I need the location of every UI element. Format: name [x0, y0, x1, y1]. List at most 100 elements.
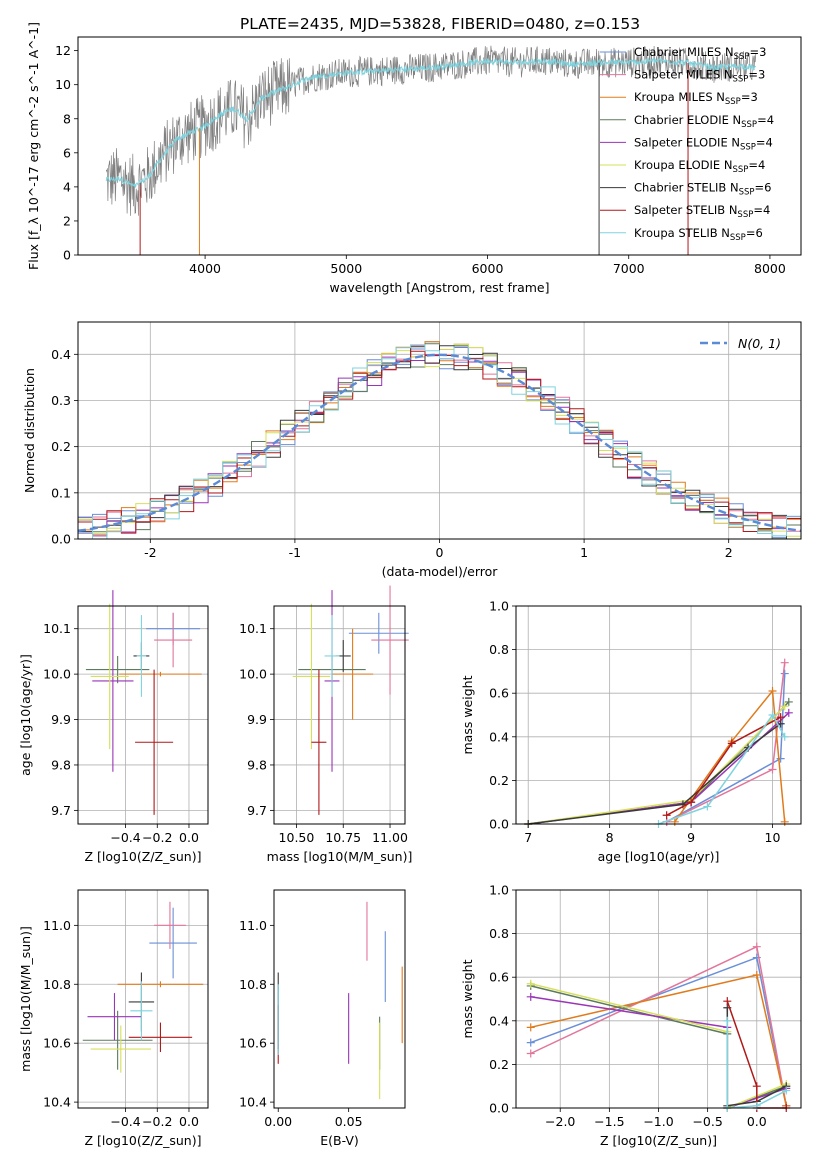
y-tick-label: 8 — [63, 111, 71, 126]
hist-legend-label: N(0, 1) — [738, 336, 781, 351]
y-tick-label: 0.0 — [489, 817, 509, 832]
y-tick-label: 0.4 — [489, 1013, 509, 1028]
x-tick-label: 0.00 — [264, 1114, 292, 1129]
x-tick-label: −0.4 — [110, 1114, 140, 1129]
age-vs-mass-xlabel: mass [log10(M/M_sun)] — [267, 849, 413, 864]
residuals-ylabel: Normed distribution — [22, 368, 37, 493]
x-tick-label: 0.0 — [179, 1114, 199, 1129]
weight-marker — [752, 942, 761, 951]
mass-vs-Z-frame — [77, 889, 209, 1109]
hist-steps — [78, 341, 801, 539]
weight-series — [666, 673, 786, 823]
y-tick-label: 9.9 — [51, 712, 71, 727]
gaussian-curve — [78, 353, 801, 533]
x-tick-label: 10.50 — [279, 830, 315, 845]
y-tick-label: 10.6 — [43, 1036, 71, 1051]
weight-marker — [768, 687, 777, 696]
spectrum-model-line — [105, 56, 757, 188]
age-vs-Z-axes: −0.4 −0.2 0.0 9.7 9.8 9.9 10.0 10.1 — [43, 606, 208, 845]
weight-marker — [662, 811, 671, 820]
x-tick-label: -1 — [289, 545, 301, 560]
weight-vs-age-frame — [515, 605, 802, 825]
mass-vs-ebv-xlabel: E(B-V) — [320, 1133, 359, 1148]
mass-vs-ebv-axes: 0.00 0.05 10.4 10.6 10.8 11.0 — [239, 918, 362, 1129]
y-tick-label: 0.2 — [489, 773, 509, 788]
spectrum-ylabel: Flux [f_λ 10^-17 erg cm^-2 s^-1 A^-1] — [26, 22, 41, 270]
y-tick-label: 10.4 — [239, 1095, 267, 1110]
x-tick-label: 0.0 — [179, 830, 199, 845]
x-tick-label: 8000 — [754, 261, 786, 276]
legend-label: Salpeter ELODIE NSSP=4 — [634, 135, 773, 152]
weight-series — [658, 713, 786, 825]
residuals-xlabel: (data-model)/error — [382, 564, 499, 579]
y-tick-label: 10 — [55, 77, 71, 92]
weight-marker — [703, 802, 712, 811]
weight-vs-Z-frame — [515, 889, 802, 1109]
weight-vs-Z-xlabel: Z [log10(Z/Z_sun)] — [600, 1133, 717, 1148]
weight-marker — [780, 658, 789, 667]
y-tick-label: 10.1 — [43, 621, 71, 636]
weight-marker — [526, 1038, 535, 1047]
y-tick-label: 9.7 — [51, 803, 71, 818]
x-tick-label: 0.0 — [747, 1114, 767, 1129]
legend-label: Kroupa ELODIE NSSP=4 — [634, 158, 765, 175]
x-tick-label: 7 — [524, 830, 532, 845]
weight-vs-Z-ylabel: mass weight — [460, 959, 475, 1038]
weight-vs-age-xlabel: age [log10(age/yr)] — [598, 849, 720, 864]
weight-marker — [768, 711, 777, 719]
legend-label: Chabrier MILES NSSP=3 — [634, 45, 766, 62]
weight-marker — [727, 739, 736, 748]
residuals-axes: -2 -1 0 1 2 0.0 0.1 0.2 0.3 0.4 — [51, 322, 801, 560]
x-tick-label: 1 — [580, 545, 588, 560]
spectrum-data-line — [105, 45, 757, 216]
x-tick-label: 9 — [687, 830, 695, 845]
y-tick-label: 0.2 — [51, 439, 71, 454]
legend-label: Salpeter STELIB NSSP=4 — [634, 203, 770, 220]
spectrum-xlabel: wavelength [Angstrom, rest frame] — [329, 280, 549, 295]
weight-series — [674, 689, 786, 823]
age-vs-Z-xlabel: Z [log10(Z/Z_sun)] — [85, 849, 202, 864]
y-tick-label: 4 — [63, 179, 71, 194]
x-tick-label: 6000 — [472, 261, 504, 276]
y-tick-label: 10.6 — [239, 1036, 267, 1051]
x-tick-label: 10 — [765, 830, 781, 845]
weight-marker — [780, 702, 789, 711]
mass-vs-ebv-frame — [273, 889, 406, 1109]
y-tick-label: 9.8 — [247, 757, 267, 772]
weight-vs-age-lines — [524, 658, 793, 828]
y-tick-label: 0.2 — [489, 1057, 509, 1072]
y-tick-label: 12 — [55, 43, 71, 58]
legend-label: Kroupa STELIB NSSP=6 — [634, 226, 763, 243]
x-tick-label: −0.2 — [142, 830, 172, 845]
weight-marker — [526, 992, 535, 1001]
legend-label: Chabrier STELIB NSSP=6 — [634, 181, 771, 198]
age-vs-Z-frame — [77, 605, 209, 825]
age-vs-Z-errorbars — [85, 590, 202, 815]
legend-label: Kroupa MILES NSSP=3 — [634, 90, 758, 107]
y-tick-label: 9.8 — [51, 757, 71, 772]
y-tick-label: 0.6 — [489, 686, 509, 701]
weight-series — [666, 716, 781, 816]
y-tick-label: 0.8 — [489, 926, 509, 941]
y-tick-label: 11.0 — [239, 918, 267, 933]
x-tick-label: 11.00 — [372, 830, 408, 845]
y-tick-label: 10.8 — [239, 977, 267, 992]
x-tick-label: −0.4 — [110, 830, 140, 845]
weight-marker — [780, 669, 789, 678]
x-tick-label: 5000 — [330, 261, 362, 276]
mass-vs-Z-axes: −0.4 −0.2 0.0 10.4 10.6 10.8 11.0 — [43, 890, 208, 1129]
age-vs-mass-frame — [273, 605, 406, 825]
y-tick-label: 1.0 — [489, 883, 509, 898]
y-tick-label: 0 — [63, 248, 71, 263]
x-tick-label: −0.5 — [692, 1114, 722, 1129]
x-tick-label: −1.0 — [643, 1114, 673, 1129]
figure-title: PLATE=2435, MJD=53828, FIBERID=0480, z=0… — [240, 15, 640, 33]
y-tick-label: 10.0 — [43, 667, 71, 682]
weight-marker — [784, 708, 793, 717]
y-tick-label: 0.4 — [51, 347, 71, 362]
y-tick-label: 6 — [63, 145, 71, 160]
y-tick-label: 0.4 — [489, 729, 509, 744]
y-tick-label: 9.7 — [247, 803, 267, 818]
weight-marker — [768, 765, 777, 774]
